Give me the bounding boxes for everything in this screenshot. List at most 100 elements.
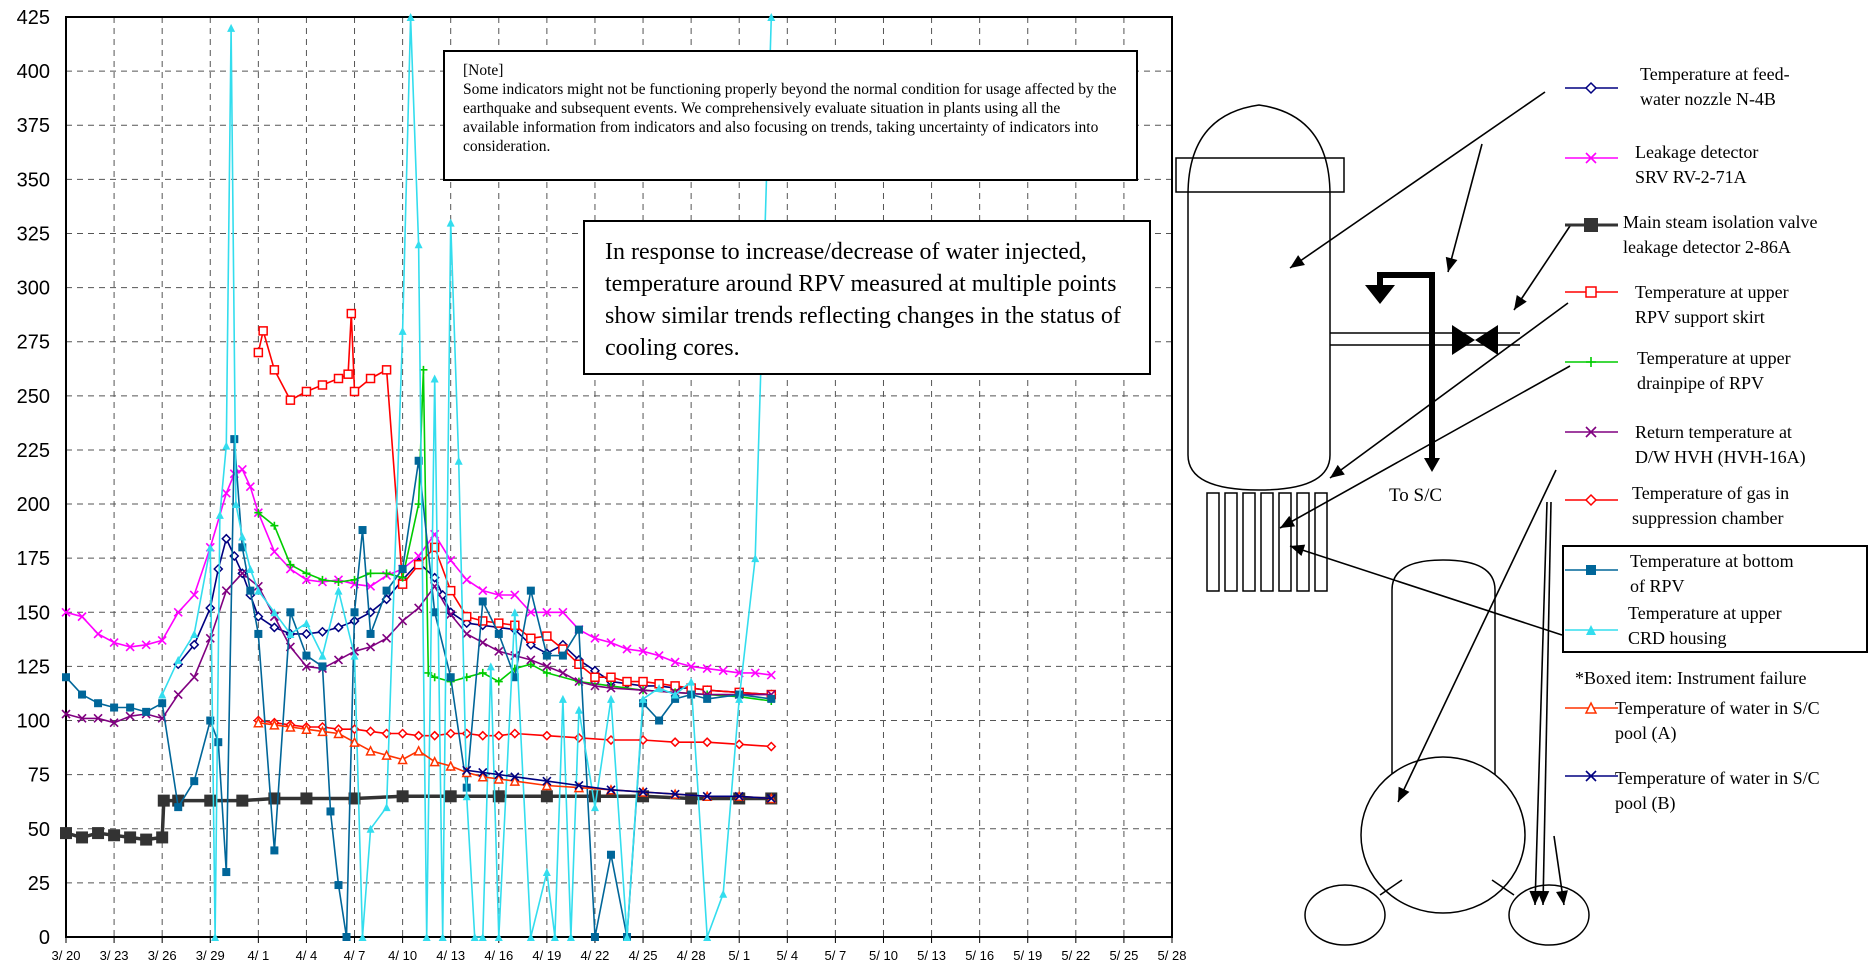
arrow-head	[1537, 890, 1550, 905]
legend-item-5: Return temperature at D/W HVH (HVH-16A)	[1635, 420, 1806, 470]
data-point	[719, 889, 728, 898]
y-tick-label: 250	[17, 386, 50, 408]
data-point	[366, 824, 375, 833]
data-point	[606, 672, 616, 682]
data-point	[381, 749, 392, 760]
data-point	[590, 681, 600, 691]
series-line	[65, 794, 772, 842]
legend-swatch-0	[1565, 81, 1618, 95]
data-point	[108, 829, 121, 842]
data-point	[478, 597, 487, 606]
data-point	[397, 728, 408, 739]
legend-label-line1: Temperature of water in S/C	[1615, 698, 1820, 718]
data-point	[334, 881, 343, 890]
series-line	[257, 368, 772, 702]
x-tick-label: 5/ 25	[1109, 948, 1138, 963]
data-point	[109, 638, 119, 648]
data-point	[766, 670, 776, 680]
data-point	[622, 644, 632, 654]
data-point	[444, 790, 457, 803]
data-point	[462, 792, 471, 801]
data-point	[254, 508, 263, 517]
x-tick-label: 5/ 10	[869, 948, 898, 963]
legend-swatch-2	[1565, 218, 1618, 232]
data-point	[542, 607, 552, 617]
data-point	[254, 629, 263, 638]
data-point	[542, 868, 551, 877]
data-point	[734, 739, 745, 750]
data-point	[221, 488, 231, 498]
data-point	[462, 575, 472, 585]
data-point	[542, 651, 551, 660]
data-point	[270, 521, 279, 530]
instrument-failure-box	[1562, 545, 1868, 653]
data-point	[767, 694, 776, 703]
data-point	[429, 755, 440, 767]
data-point	[486, 662, 495, 671]
data-point	[1586, 565, 1596, 575]
note-box: [Note] Some indicators might not be func…	[443, 50, 1138, 181]
data-point	[346, 308, 357, 319]
legend-label-line1: Return temperature at	[1635, 422, 1792, 442]
data-point	[558, 651, 567, 660]
legend-label-line2: water nozzle N-4B	[1640, 89, 1776, 109]
x-tick-label: 3/ 26	[148, 948, 177, 963]
data-point	[671, 694, 680, 703]
data-point	[269, 719, 280, 730]
data-point	[318, 662, 327, 671]
data-point	[222, 868, 231, 877]
data-point	[258, 326, 268, 336]
data-point	[734, 791, 744, 801]
y-tick-label: 150	[17, 602, 50, 624]
data-point	[429, 542, 440, 553]
data-point	[269, 622, 280, 633]
data-point	[398, 616, 408, 626]
rpv-flange	[1175, 157, 1345, 193]
data-point	[365, 726, 376, 737]
data-point	[270, 846, 279, 855]
data-point	[526, 660, 535, 669]
data-point	[221, 533, 232, 544]
legend-swatch-6	[1565, 493, 1618, 507]
x-tick-label: 4/ 13	[436, 948, 465, 963]
data-point	[750, 668, 760, 678]
series-4	[254, 365, 776, 706]
data-point	[445, 585, 456, 596]
data-point	[446, 218, 455, 227]
legend-item-10: Temperature of water in S/C pool (B)	[1615, 766, 1820, 816]
legend-label-line2: CRD housing	[1628, 628, 1727, 648]
data-point	[558, 694, 567, 703]
note-body: Some indicators might not be functioning…	[463, 81, 1117, 155]
legend-swatch-10	[1565, 770, 1618, 782]
data-point	[1584, 81, 1598, 95]
data-point	[238, 532, 247, 541]
data-point	[493, 730, 504, 741]
crd-housing	[1260, 492, 1274, 592]
data-point	[173, 689, 183, 700]
data-point	[566, 933, 575, 941]
x-tick-label: 5/ 16	[965, 948, 994, 963]
data-point	[221, 586, 231, 596]
data-point	[317, 725, 328, 737]
y-tick-label: 350	[17, 169, 50, 191]
data-point	[638, 787, 648, 797]
data-point	[702, 791, 712, 801]
crd-housing	[1224, 492, 1238, 592]
y-tick-label: 175	[17, 548, 50, 570]
x-tick-label: 5/ 1	[728, 948, 750, 963]
data-point	[470, 933, 479, 941]
data-point	[215, 510, 224, 519]
data-point	[494, 677, 503, 686]
data-point	[670, 657, 680, 667]
data-point	[326, 807, 335, 816]
data-point	[94, 699, 103, 708]
srv-discharge-pipe	[1377, 272, 1435, 460]
data-point	[230, 435, 239, 444]
data-point	[174, 655, 183, 664]
data-point	[703, 694, 712, 703]
x-tick-label: 4/ 16	[484, 948, 513, 963]
y-tick-label: 125	[17, 656, 50, 678]
leader-line	[1289, 545, 1563, 636]
series-3	[253, 308, 777, 700]
data-point	[751, 554, 760, 563]
